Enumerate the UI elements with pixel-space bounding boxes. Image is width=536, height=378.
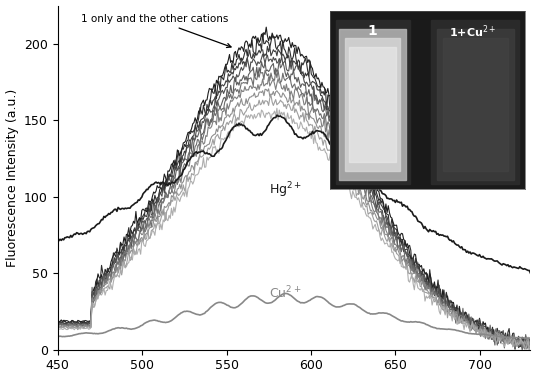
Bar bbox=[443, 38, 508, 171]
Text: 1+Cu$^{2+}$: 1+Cu$^{2+}$ bbox=[449, 24, 496, 40]
Bar bbox=[349, 47, 396, 163]
Bar bbox=[431, 20, 519, 184]
Text: 1 only and the other cations: 1 only and the other cations bbox=[81, 14, 231, 48]
Y-axis label: Fluorescence Intensity (a.u.): Fluorescence Intensity (a.u.) bbox=[5, 88, 19, 267]
Text: 1: 1 bbox=[368, 24, 377, 38]
Bar bbox=[339, 29, 406, 180]
Text: Cu$^{2+}$: Cu$^{2+}$ bbox=[269, 285, 301, 301]
Bar bbox=[345, 38, 400, 171]
Bar bbox=[336, 20, 410, 184]
Text: Hg$^{2+}$: Hg$^{2+}$ bbox=[269, 181, 302, 200]
Bar bbox=[437, 29, 513, 180]
